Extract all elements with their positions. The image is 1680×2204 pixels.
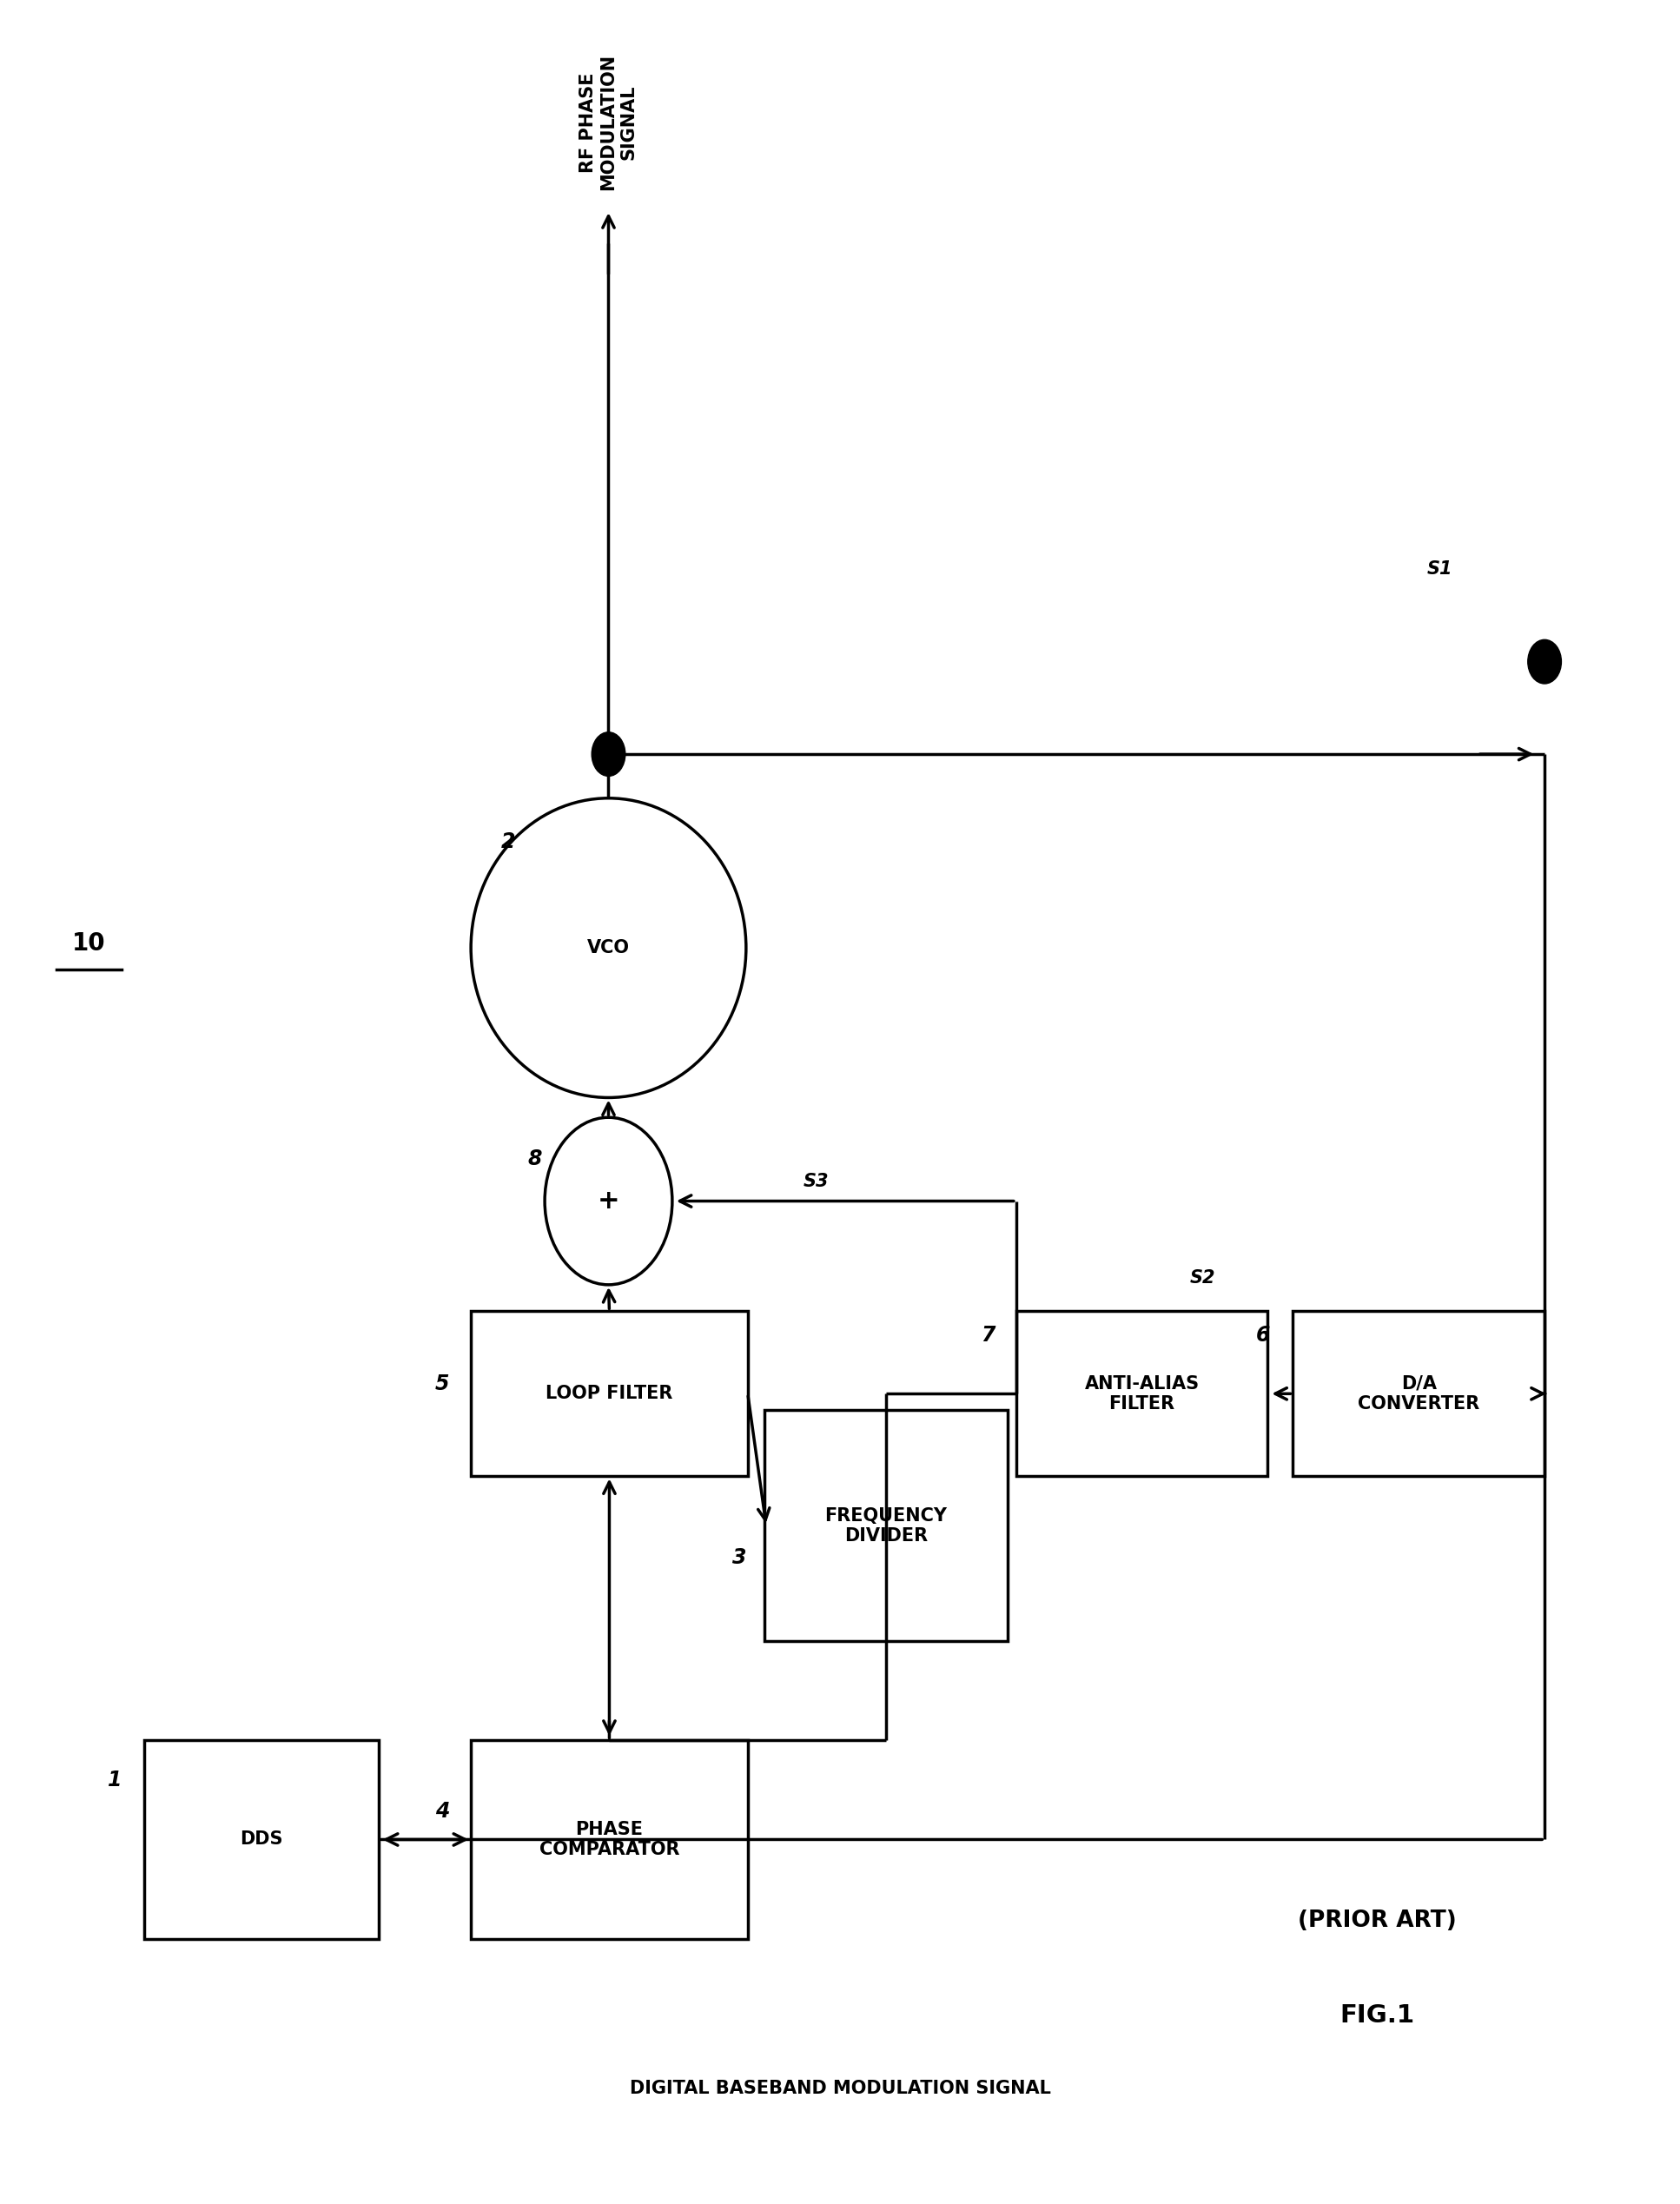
Bar	[764, 1411, 1008, 1642]
Circle shape	[1527, 639, 1561, 683]
Text: PHASE
COMPARATOR: PHASE COMPARATOR	[539, 1821, 679, 1858]
Bar	[1294, 1311, 1544, 1477]
Text: FREQUENCY
DIVIDER: FREQUENCY DIVIDER	[825, 1508, 948, 1545]
Text: RF PHASE
MODULATION
SIGNAL: RF PHASE MODULATION SIGNAL	[580, 55, 637, 190]
Text: (PRIOR ART): (PRIOR ART)	[1297, 1909, 1457, 1933]
Bar	[144, 1741, 378, 1940]
Text: ANTI-ALIAS
FILTER: ANTI-ALIAS FILTER	[1085, 1375, 1200, 1413]
Text: DDS: DDS	[240, 1832, 282, 1849]
Text: 4: 4	[435, 1801, 450, 1821]
Bar	[470, 1311, 748, 1477]
Text: LOOP FILTER: LOOP FILTER	[546, 1384, 674, 1402]
Text: DIGITAL BASEBAND MODULATION SIGNAL: DIGITAL BASEBAND MODULATION SIGNAL	[630, 2081, 1050, 2096]
Text: VCO: VCO	[588, 939, 630, 957]
Bar	[470, 1741, 748, 1940]
Text: S1: S1	[1426, 560, 1453, 577]
Text: 8: 8	[528, 1148, 543, 1170]
Text: 2: 2	[501, 831, 516, 853]
Text: 1: 1	[108, 1770, 123, 1790]
Text: S3: S3	[803, 1173, 828, 1190]
Text: +: +	[598, 1188, 620, 1214]
Text: 3: 3	[732, 1547, 746, 1569]
Text: 7: 7	[981, 1325, 995, 1347]
Bar	[1016, 1311, 1268, 1477]
Text: S2: S2	[1189, 1270, 1216, 1287]
Text: 6: 6	[1255, 1325, 1270, 1347]
Text: 10: 10	[72, 932, 106, 957]
Text: FIG.1: FIG.1	[1339, 2003, 1415, 2028]
Text: 5: 5	[435, 1373, 450, 1395]
Circle shape	[591, 732, 625, 776]
Text: D/A
CONVERTER: D/A CONVERTER	[1357, 1375, 1480, 1413]
